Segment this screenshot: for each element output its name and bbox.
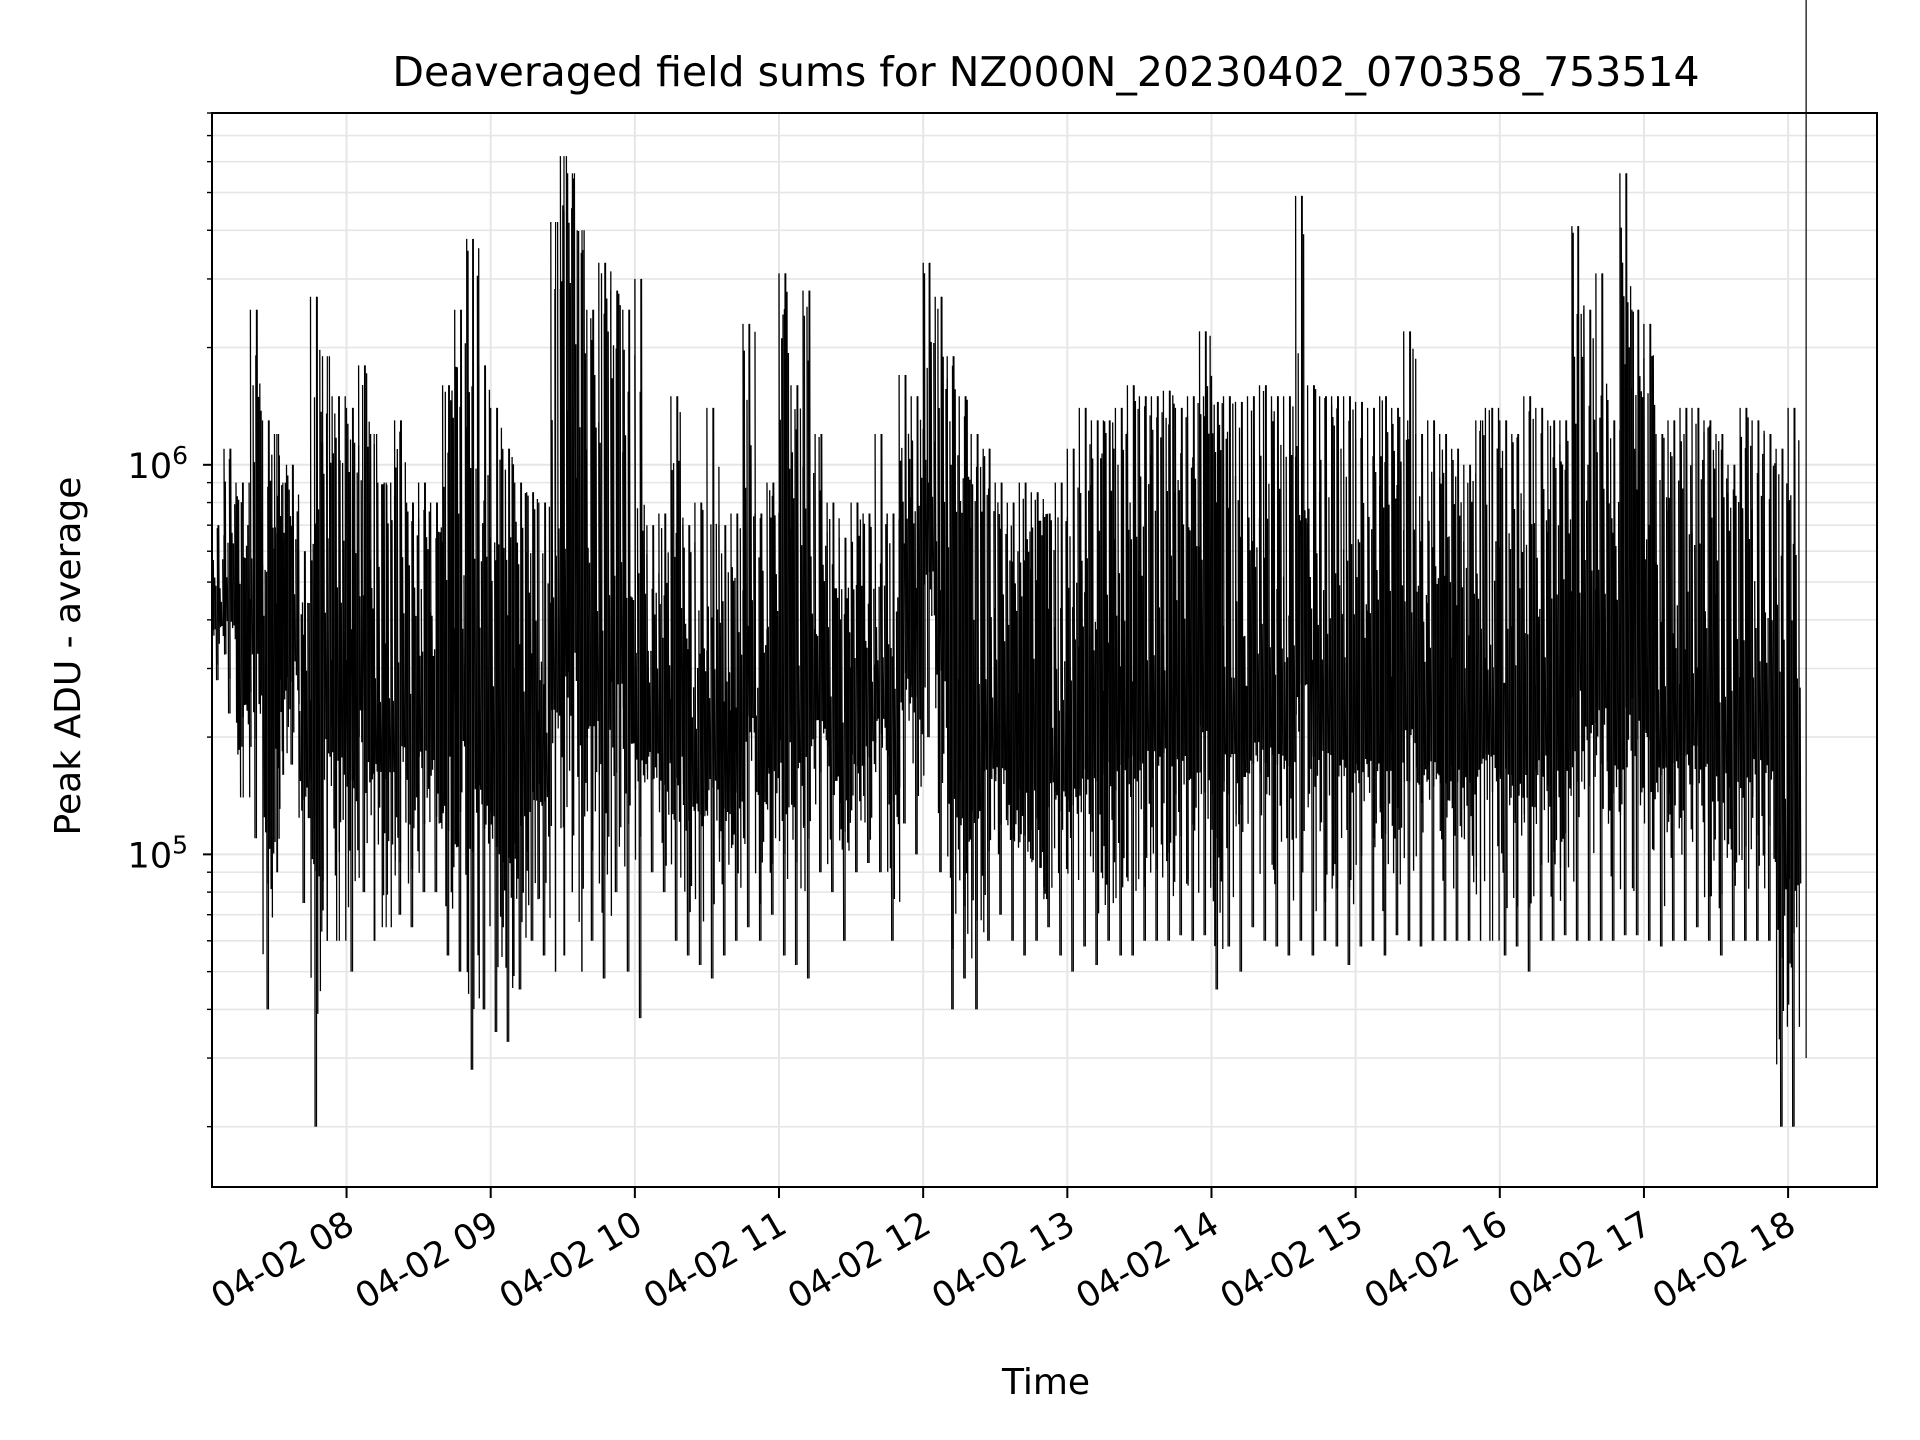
y-tick-label: 105 [128,830,188,876]
x-axis-label: Time [1001,1362,1090,1403]
data-layer [212,0,1807,1127]
plot-frame [211,112,1878,1188]
y-tick-label: 106 [128,441,188,487]
chart-title: Deaveraged field sums for NZ000N_2023040… [392,48,1699,96]
y-axis-label: Peak ADU - average [48,477,89,836]
